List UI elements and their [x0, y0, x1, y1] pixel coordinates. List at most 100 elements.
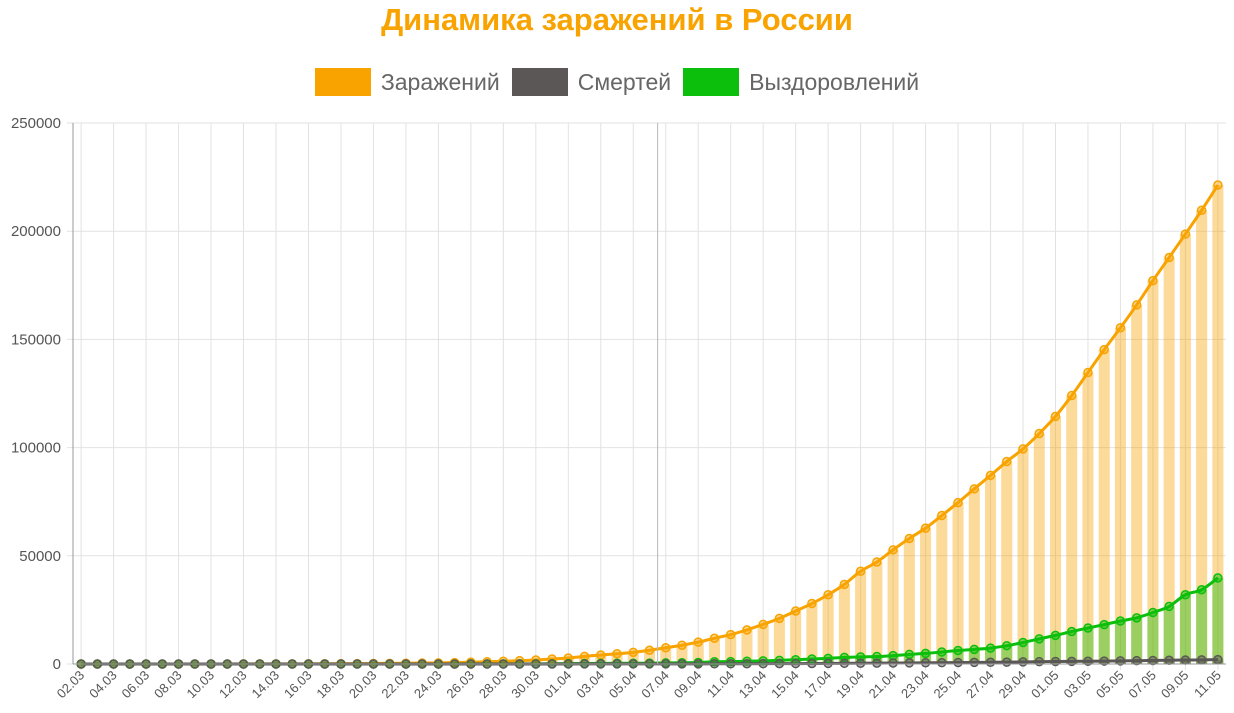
x-tick-label: 16.03: [281, 668, 315, 702]
x-tick-label: 03.04: [573, 668, 607, 702]
x-tick-label: 24.03: [411, 668, 445, 702]
point-infections: [872, 557, 882, 567]
point-infections: [628, 647, 639, 658]
bar-infections: [871, 562, 883, 664]
legend-item-deaths[interactable]: Смертей: [511, 68, 671, 96]
point-infections: [1213, 180, 1223, 190]
point-infections: [742, 625, 752, 635]
point-recoveries: [1018, 637, 1028, 648]
point-deaths: [1131, 655, 1142, 666]
point-deaths: [855, 658, 866, 668]
point-recoveries: [1083, 623, 1093, 633]
point-infections: [839, 579, 850, 590]
point-infections: [920, 523, 931, 533]
bar-infections: [822, 594, 834, 664]
point-deaths: [1148, 655, 1158, 666]
point-deaths: [888, 658, 898, 668]
point-recoveries: [1115, 616, 1126, 626]
bar-infections: [1033, 433, 1045, 664]
x-tick-label: 05.04: [606, 668, 640, 702]
y-tick-label: 200000: [11, 223, 61, 240]
bar-recoveries: [790, 659, 802, 664]
bar-infections: [627, 652, 639, 664]
point-recoveries: [1164, 601, 1174, 612]
legend-item-recoveries[interactable]: Выздоровлений: [683, 68, 919, 96]
bar-deaths: [1147, 660, 1159, 664]
point-infections: [807, 598, 817, 609]
x-tick-label: 01.04: [541, 668, 575, 702]
x-tick-label: 03.05: [1060, 668, 1094, 702]
point-infections: [1034, 428, 1044, 439]
point-deaths: [1115, 656, 1126, 666]
x-tick-label: 27.04: [963, 668, 997, 702]
x-tick-label: 13.04: [736, 668, 770, 702]
bar-infections: [514, 660, 526, 664]
point-infections: [1066, 390, 1077, 401]
bar-recoveries: [1049, 635, 1062, 664]
chart-legend: Заражений Смертей Выздоровлений: [0, 68, 1234, 96]
x-tick-label: 18.03: [313, 668, 347, 702]
x-tick-label: 01.05: [1028, 668, 1062, 702]
point-infections: [725, 629, 736, 640]
point-deaths: [1180, 655, 1191, 665]
point-recoveries: [1148, 607, 1158, 618]
bar-infections: [562, 657, 574, 664]
bar-recoveries: [1098, 624, 1110, 664]
x-tick-label: 21.04: [866, 668, 900, 702]
point-deaths: [937, 657, 947, 668]
point-infections: [985, 470, 996, 481]
bar-infections: [1066, 395, 1078, 664]
point-recoveries: [758, 656, 768, 666]
point-infections: [1099, 344, 1109, 355]
bar-recoveries: [1212, 577, 1224, 664]
point-recoveries: [953, 645, 963, 656]
point-infections: [1180, 229, 1191, 239]
bar-recoveries: [806, 659, 818, 664]
point-infections: [1131, 300, 1142, 310]
x-tick-label: 04.03: [86, 668, 120, 702]
bar-infections: [643, 650, 656, 664]
x-tick-label: 22.03: [378, 668, 412, 702]
point-recoveries: [855, 652, 866, 662]
x-tick-label: 05.05: [1093, 668, 1127, 702]
point-recoveries: [1180, 589, 1191, 600]
bar-infections: [968, 488, 980, 664]
x-tick-label: 07.04: [638, 668, 672, 702]
bar-infections: [725, 634, 737, 664]
point-infections: [758, 619, 768, 630]
point-deaths: [1002, 657, 1012, 667]
bar-recoveries: [1082, 627, 1094, 664]
point-deaths: [904, 658, 915, 668]
bar-recoveries: [952, 650, 964, 664]
x-tick-label: 17.04: [801, 668, 835, 702]
point-deaths: [985, 657, 996, 668]
bar-recoveries: [1001, 645, 1013, 664]
point-deaths: [872, 658, 882, 668]
point-recoveries: [937, 647, 947, 657]
bar-deaths: [1114, 660, 1126, 664]
legend-item-infections[interactable]: Заражений: [314, 68, 500, 96]
x-tick-label: 30.03: [508, 668, 542, 702]
point-infections: [953, 497, 963, 508]
y-tick-label: 0: [53, 656, 61, 673]
bar-infections: [952, 502, 964, 664]
y-axis-ticks: 0 50000 100000 150000 200000 250000: [11, 115, 61, 673]
point-infections: [1164, 252, 1174, 263]
line-infections: [81, 184, 1220, 666]
bar-infections: [773, 618, 785, 664]
legend-label-infections: Заражений: [380, 68, 500, 95]
point-recoveries: [1131, 613, 1142, 623]
point-recoveries: [969, 644, 980, 655]
point-deaths: [920, 658, 931, 668]
point-infections: [644, 645, 655, 656]
point-recoveries: [1066, 626, 1077, 637]
bar-infections: [1098, 349, 1110, 664]
legend-label-recoveries: Выздоровлений: [749, 68, 920, 95]
x-tick-label: 11.04: [704, 668, 737, 701]
x-tick-label: 08.03: [151, 668, 185, 702]
point-recoveries: [904, 649, 915, 660]
bar-infections: [806, 603, 818, 664]
point-deaths: [1018, 657, 1028, 667]
bar-infections: [1163, 257, 1175, 664]
x-tick-label: 12.03: [216, 668, 250, 702]
